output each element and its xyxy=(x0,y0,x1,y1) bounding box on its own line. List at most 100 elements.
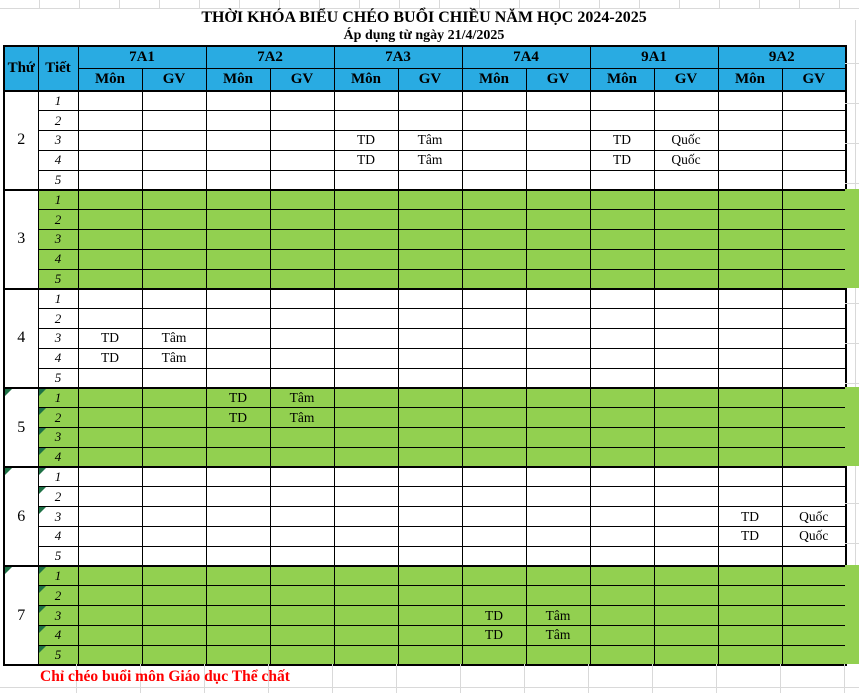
class-header-7A2[interactable]: 7A2 xyxy=(205,45,335,69)
schedule-cell[interactable] xyxy=(77,130,143,151)
schedule-cell[interactable]: Tâm xyxy=(141,328,207,349)
schedule-cell[interactable] xyxy=(141,625,207,646)
schedule-cell[interactable] xyxy=(653,347,719,369)
schedule-cell[interactable] xyxy=(269,248,335,270)
schedule-cell[interactable] xyxy=(525,110,591,132)
schedule-cell[interactable] xyxy=(717,367,783,389)
schedule-cell[interactable] xyxy=(781,625,847,646)
schedule-cell[interactable] xyxy=(205,466,271,488)
period-cell[interactable]: 5 xyxy=(37,644,79,666)
schedule-cell[interactable] xyxy=(589,427,655,448)
period-cell[interactable]: 1 xyxy=(37,188,79,211)
period-cell[interactable]: 5 xyxy=(37,367,79,389)
schedule-cell[interactable] xyxy=(525,90,591,112)
schedule-cell[interactable] xyxy=(141,90,207,112)
schedule-cell[interactable] xyxy=(205,188,271,211)
schedule-cell[interactable] xyxy=(269,287,335,310)
schedule-cell[interactable] xyxy=(781,545,847,567)
schedule-cell[interactable] xyxy=(461,506,527,528)
period-cell[interactable]: 4 xyxy=(37,149,79,171)
period-cell[interactable]: 4 xyxy=(37,347,79,369)
schedule-cell[interactable] xyxy=(77,407,143,429)
schedule-cell[interactable] xyxy=(397,248,463,270)
schedule-cell[interactable] xyxy=(653,545,719,567)
schedule-cell[interactable] xyxy=(77,585,143,607)
schedule-cell[interactable]: TD xyxy=(333,149,399,171)
schedule-cell[interactable] xyxy=(653,407,719,429)
period-cell[interactable]: 1 xyxy=(37,90,79,112)
schedule-cell[interactable] xyxy=(653,188,719,211)
period-cell[interactable]: 3 xyxy=(37,427,79,448)
schedule-cell[interactable] xyxy=(653,466,719,488)
schedule-cell[interactable] xyxy=(397,169,463,191)
schedule-cell[interactable] xyxy=(525,486,591,508)
schedule-cell[interactable] xyxy=(653,209,719,231)
schedule-cell[interactable] xyxy=(781,130,847,151)
schedule-cell[interactable] xyxy=(141,506,207,528)
schedule-cell[interactable] xyxy=(205,367,271,389)
period-cell[interactable]: 3 xyxy=(37,506,79,528)
schedule-cell[interactable] xyxy=(589,347,655,369)
schedule-cell[interactable] xyxy=(589,407,655,429)
schedule-cell[interactable] xyxy=(269,545,335,567)
schedule-cell[interactable] xyxy=(397,565,463,587)
schedule-cell[interactable] xyxy=(141,644,207,666)
schedule-cell[interactable] xyxy=(141,407,207,429)
schedule-cell[interactable] xyxy=(205,110,271,132)
schedule-cell[interactable] xyxy=(461,188,527,211)
schedule-cell[interactable] xyxy=(781,386,847,409)
schedule-cell[interactable] xyxy=(653,486,719,508)
period-column-header[interactable]: Tiết xyxy=(37,45,79,92)
schedule-cell[interactable] xyxy=(333,605,399,627)
schedule-cell[interactable] xyxy=(397,110,463,132)
schedule-cell[interactable] xyxy=(77,209,143,231)
schedule-cell[interactable] xyxy=(461,130,527,151)
schedule-cell[interactable] xyxy=(333,407,399,429)
period-cell[interactable]: 3 xyxy=(37,328,79,349)
schedule-cell[interactable] xyxy=(141,130,207,151)
schedule-cell[interactable] xyxy=(269,169,335,191)
schedule-cell[interactable] xyxy=(205,169,271,191)
schedule-cell[interactable] xyxy=(461,545,527,567)
schedule-cell[interactable] xyxy=(397,209,463,231)
schedule-cell[interactable] xyxy=(333,308,399,330)
schedule-cell[interactable] xyxy=(333,526,399,547)
schedule-cell[interactable] xyxy=(589,605,655,627)
schedule-cell[interactable] xyxy=(141,466,207,488)
schedule-cell[interactable] xyxy=(77,386,143,409)
schedule-cell[interactable]: Tâm xyxy=(525,625,591,646)
schedule-cell[interactable] xyxy=(781,486,847,508)
schedule-cell[interactable] xyxy=(525,149,591,171)
schedule-cell[interactable] xyxy=(141,268,207,290)
schedule-cell[interactable] xyxy=(397,526,463,547)
schedule-cell[interactable]: TD xyxy=(77,347,143,369)
schedule-cell[interactable]: Tâm xyxy=(141,347,207,369)
schedule-cell[interactable] xyxy=(269,209,335,231)
schedule-cell[interactable] xyxy=(397,308,463,330)
schedule-cell[interactable] xyxy=(397,268,463,290)
schedule-cell[interactable] xyxy=(717,308,783,330)
schedule-cell[interactable] xyxy=(205,526,271,547)
gv-header[interactable]: GV xyxy=(141,67,207,92)
schedule-cell[interactable] xyxy=(269,328,335,349)
schedule-cell[interactable] xyxy=(269,486,335,508)
schedule-cell[interactable] xyxy=(589,367,655,389)
schedule-cell[interactable] xyxy=(141,526,207,547)
schedule-cell[interactable] xyxy=(333,427,399,448)
schedule-cell[interactable] xyxy=(77,110,143,132)
schedule-cell[interactable] xyxy=(461,526,527,547)
schedule-cell[interactable] xyxy=(461,90,527,112)
mon-header[interactable]: Môn xyxy=(77,67,143,92)
schedule-cell[interactable] xyxy=(525,427,591,448)
schedule-cell[interactable] xyxy=(717,347,783,369)
schedule-cell[interactable] xyxy=(205,545,271,567)
period-cell[interactable]: 5 xyxy=(37,268,79,290)
period-cell[interactable]: 3 xyxy=(37,605,79,627)
mon-header[interactable]: Môn xyxy=(333,67,399,92)
schedule-cell[interactable] xyxy=(717,130,783,151)
schedule-cell[interactable] xyxy=(205,248,271,270)
schedule-cell[interactable] xyxy=(781,605,847,627)
period-cell[interactable]: 4 xyxy=(37,446,79,468)
schedule-cell[interactable] xyxy=(77,229,143,250)
schedule-cell[interactable] xyxy=(461,268,527,290)
